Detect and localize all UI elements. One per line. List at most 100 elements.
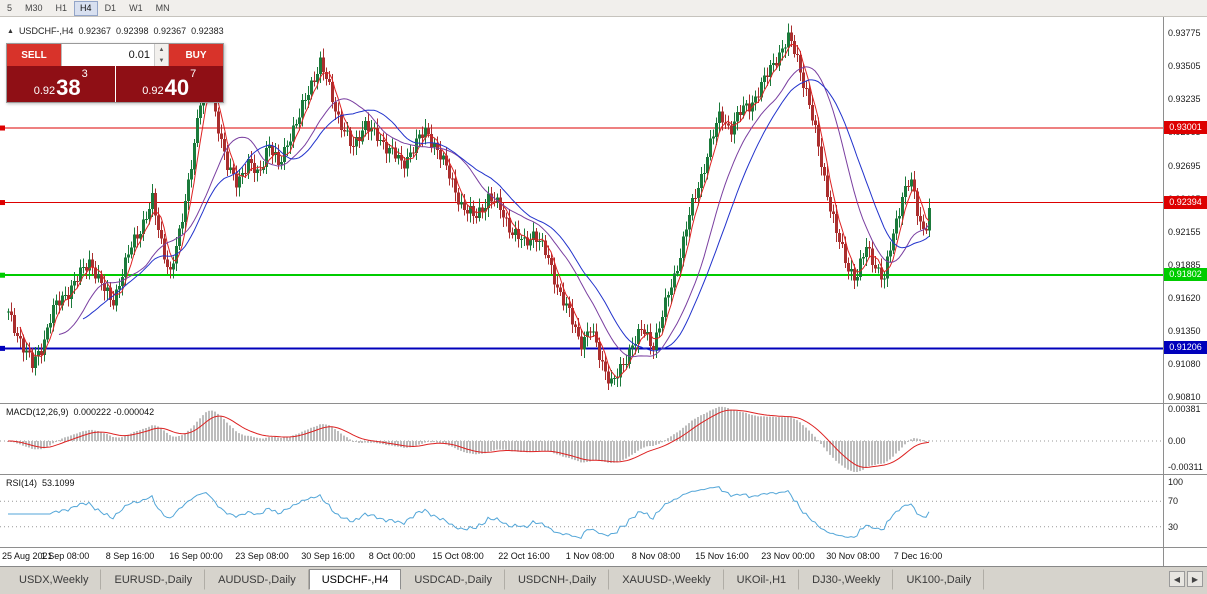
candle-body [136,234,139,239]
macd-histogram-bar [589,441,591,462]
macd-histogram-bar [292,435,294,441]
rsi-axis-label: 100 [1168,477,1184,487]
price-level-badge[interactable]: 0.92394 [1164,195,1207,209]
sell-price-button[interactable]: 0.92 38 3 [7,66,115,102]
macd-histogram-bar [763,416,765,441]
macd-histogram-bar [832,441,834,458]
candle-body [397,155,400,159]
macd-histogram-bar [673,434,675,441]
macd-histogram-bar [775,417,777,441]
volume-spinner: ▲ ▼ [154,44,168,66]
macd-histogram-bar [787,416,789,441]
tab-xauusd-weekly[interactable]: XAUUSD-,Weekly [609,569,724,590]
buy-button[interactable]: BUY [169,44,223,66]
candle-body [259,169,262,171]
macd-histogram-bar [880,441,882,464]
candle-body [517,229,520,239]
price-level-anchor[interactable] [0,272,5,278]
macd-histogram-bar [220,416,222,441]
macd-histogram-bar [139,430,141,441]
macd-histogram-bar [118,437,120,441]
macd-histogram-bar [901,441,903,448]
candle-body [535,231,538,243]
price-level-badge[interactable]: 0.91206 [1164,341,1207,355]
tab-usdcad-daily[interactable]: USDCAD-,Daily [401,569,505,590]
pane-separator[interactable] [0,403,1207,404]
macd-histogram-bar [850,441,852,471]
tab-audusd-daily[interactable]: AUDUSD-,Daily [205,569,309,590]
timeframe-button-5[interactable]: 5 [7,3,13,13]
time-axis[interactable]: 25 Aug 2021 1 Sep 08:00 8 Sep 16:00 16 Sep … [0,548,1163,566]
candle-body [715,122,718,137]
macd-histogram-bar [613,441,615,463]
macd-histogram-bar [367,441,369,443]
price-level-anchor[interactable] [0,345,5,351]
ohlc-open: 0.92367 [78,26,111,36]
trade-panel-collapse-icon[interactable]: ▲ [7,27,14,35]
candle-body [349,130,352,147]
macd-histogram-bar [745,412,747,441]
tab-scroll-right-button[interactable]: ▶ [1187,571,1203,587]
timeframe-button-mn[interactable]: MN [155,3,170,13]
price-level-anchor[interactable] [0,125,5,131]
macd-histogram-bar [235,431,237,441]
rsi-name: RSI(14) [6,478,38,488]
candle-body [589,331,592,333]
macd-histogram-bar [523,441,525,452]
macd-histogram-bar [814,436,816,441]
tab-usdchf-h4[interactable]: USDCHF-,H4 [308,569,402,590]
macd-histogram-bar [145,428,147,441]
trade-panel-price-row: 0.92 38 3 0.92 40 7 [7,66,223,102]
ma-mid-line [58,66,930,358]
candle-body [619,364,622,378]
tab-ukoil-h1[interactable]: UKOil-,H1 [724,569,800,590]
macd-histogram-bar [112,437,114,441]
sell-button[interactable]: SELL [7,44,61,66]
pane-separator[interactable] [0,474,1207,475]
timeframe-button-m30[interactable]: M30 [25,3,43,13]
rsi-axis-label: 70 [1168,496,1179,506]
macd-histogram-bar [124,435,126,441]
macd-histogram-bar [46,441,48,447]
buy-price-button[interactable]: 0.92 40 7 [115,66,223,102]
price-level-badge[interactable]: 0.93001 [1164,121,1207,135]
volume-input[interactable] [62,44,154,66]
price-level-badge[interactable]: 0.91802 [1164,268,1207,282]
candle-body [469,206,472,214]
timeframe-button-w1[interactable]: W1 [129,3,143,13]
candle-body [217,111,220,134]
timeframe-button-h4[interactable]: H4 [74,0,98,16]
macd-histogram-bar [784,417,786,441]
macd-histogram-bar [295,434,297,441]
candle-body [226,151,229,171]
macd-histogram-bar [304,430,306,441]
rsi-pane[interactable] [0,475,1163,547]
macd-histogram-bar [481,441,483,454]
macd-histogram-bar [637,441,639,451]
tab-usdx-weekly[interactable]: USDX,Weekly [6,569,102,590]
tab-usdcnh-daily[interactable]: USDCNH-,Daily [505,569,610,590]
tab-eurusd-daily[interactable]: EURUSD-,Daily [101,569,206,590]
tab-dj30-weekly[interactable]: DJ30-,Weekly [799,569,894,590]
candle-body [505,217,508,219]
candle-body [835,214,838,233]
pane-separator [0,547,1207,548]
timeframe-button-d1[interactable]: D1 [104,3,117,13]
candle-body [763,75,766,82]
timeframe-button-h1[interactable]: H1 [55,3,68,13]
macd-pane[interactable] [0,404,1163,474]
macd-histogram-bar [898,441,900,451]
macd-histogram-bar [556,441,558,455]
price-level-anchor[interactable] [0,200,5,206]
tab-scroll-left-button[interactable]: ◀ [1169,571,1185,587]
candle-body [694,198,697,200]
candle-body [148,208,151,219]
candle-body [916,191,919,216]
volume-up-icon[interactable]: ▲ [155,44,168,55]
macd-histogram-bar [133,431,135,441]
candle-body [718,111,721,123]
tab-uk100-daily[interactable]: UK100-,Daily [893,569,985,590]
macd-histogram-bar [241,434,243,441]
macd-histogram-bar [331,427,333,441]
volume-down-icon[interactable]: ▼ [155,55,168,66]
